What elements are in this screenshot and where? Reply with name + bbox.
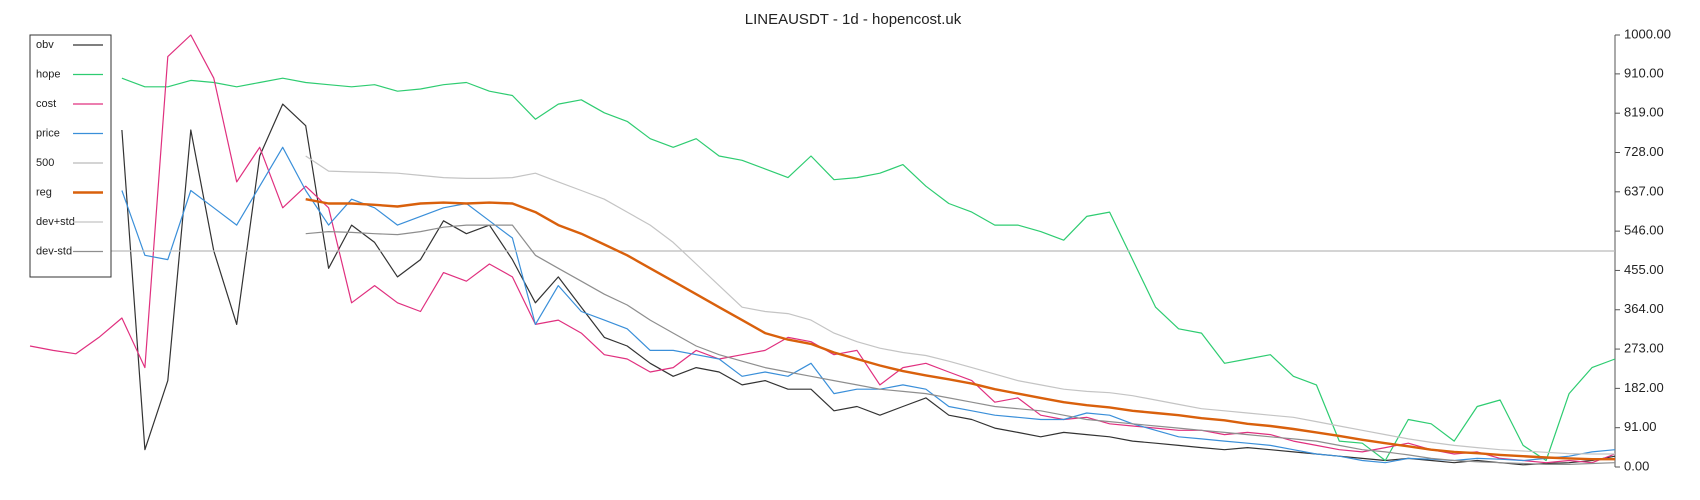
y-tick-label: 910.00 [1624,65,1664,80]
legend-label: price [36,127,60,139]
legend-label: cost [36,98,56,110]
series-line [305,198,1615,461]
y-tick-label: 819.00 [1624,105,1664,120]
y-tick-label: 364.00 [1624,301,1664,316]
series-line [121,146,1616,464]
series-line [305,224,1616,465]
y-tick-label: 728.00 [1624,144,1664,159]
series-line [121,77,1616,462]
legend-label: dev+std [36,216,75,228]
chart-title: LINEAUSDT - 1d - hopencost.uk [745,11,962,28]
legend-label: dev-std [36,245,72,257]
y-tick-label: 637.00 [1624,183,1664,198]
y-tick-label: 455.00 [1624,262,1664,277]
series-line [121,103,1616,466]
y-tick-label: 182.00 [1624,380,1664,395]
y-tick-label: 273.00 [1624,341,1664,356]
legend-label: reg [36,186,52,198]
y-tick-label: 546.00 [1624,223,1664,238]
legend-label: hope [36,68,60,80]
legend-label: obv [36,39,54,51]
y-tick-label: 0.00 [1624,458,1649,473]
series-line [305,155,1615,455]
y-tick-label: 1000.00 [1624,26,1671,41]
legend-box [29,34,112,278]
legend-label: 500 [36,157,54,169]
series-line [29,34,1616,464]
y-tick-label: 91.00 [1624,419,1657,434]
